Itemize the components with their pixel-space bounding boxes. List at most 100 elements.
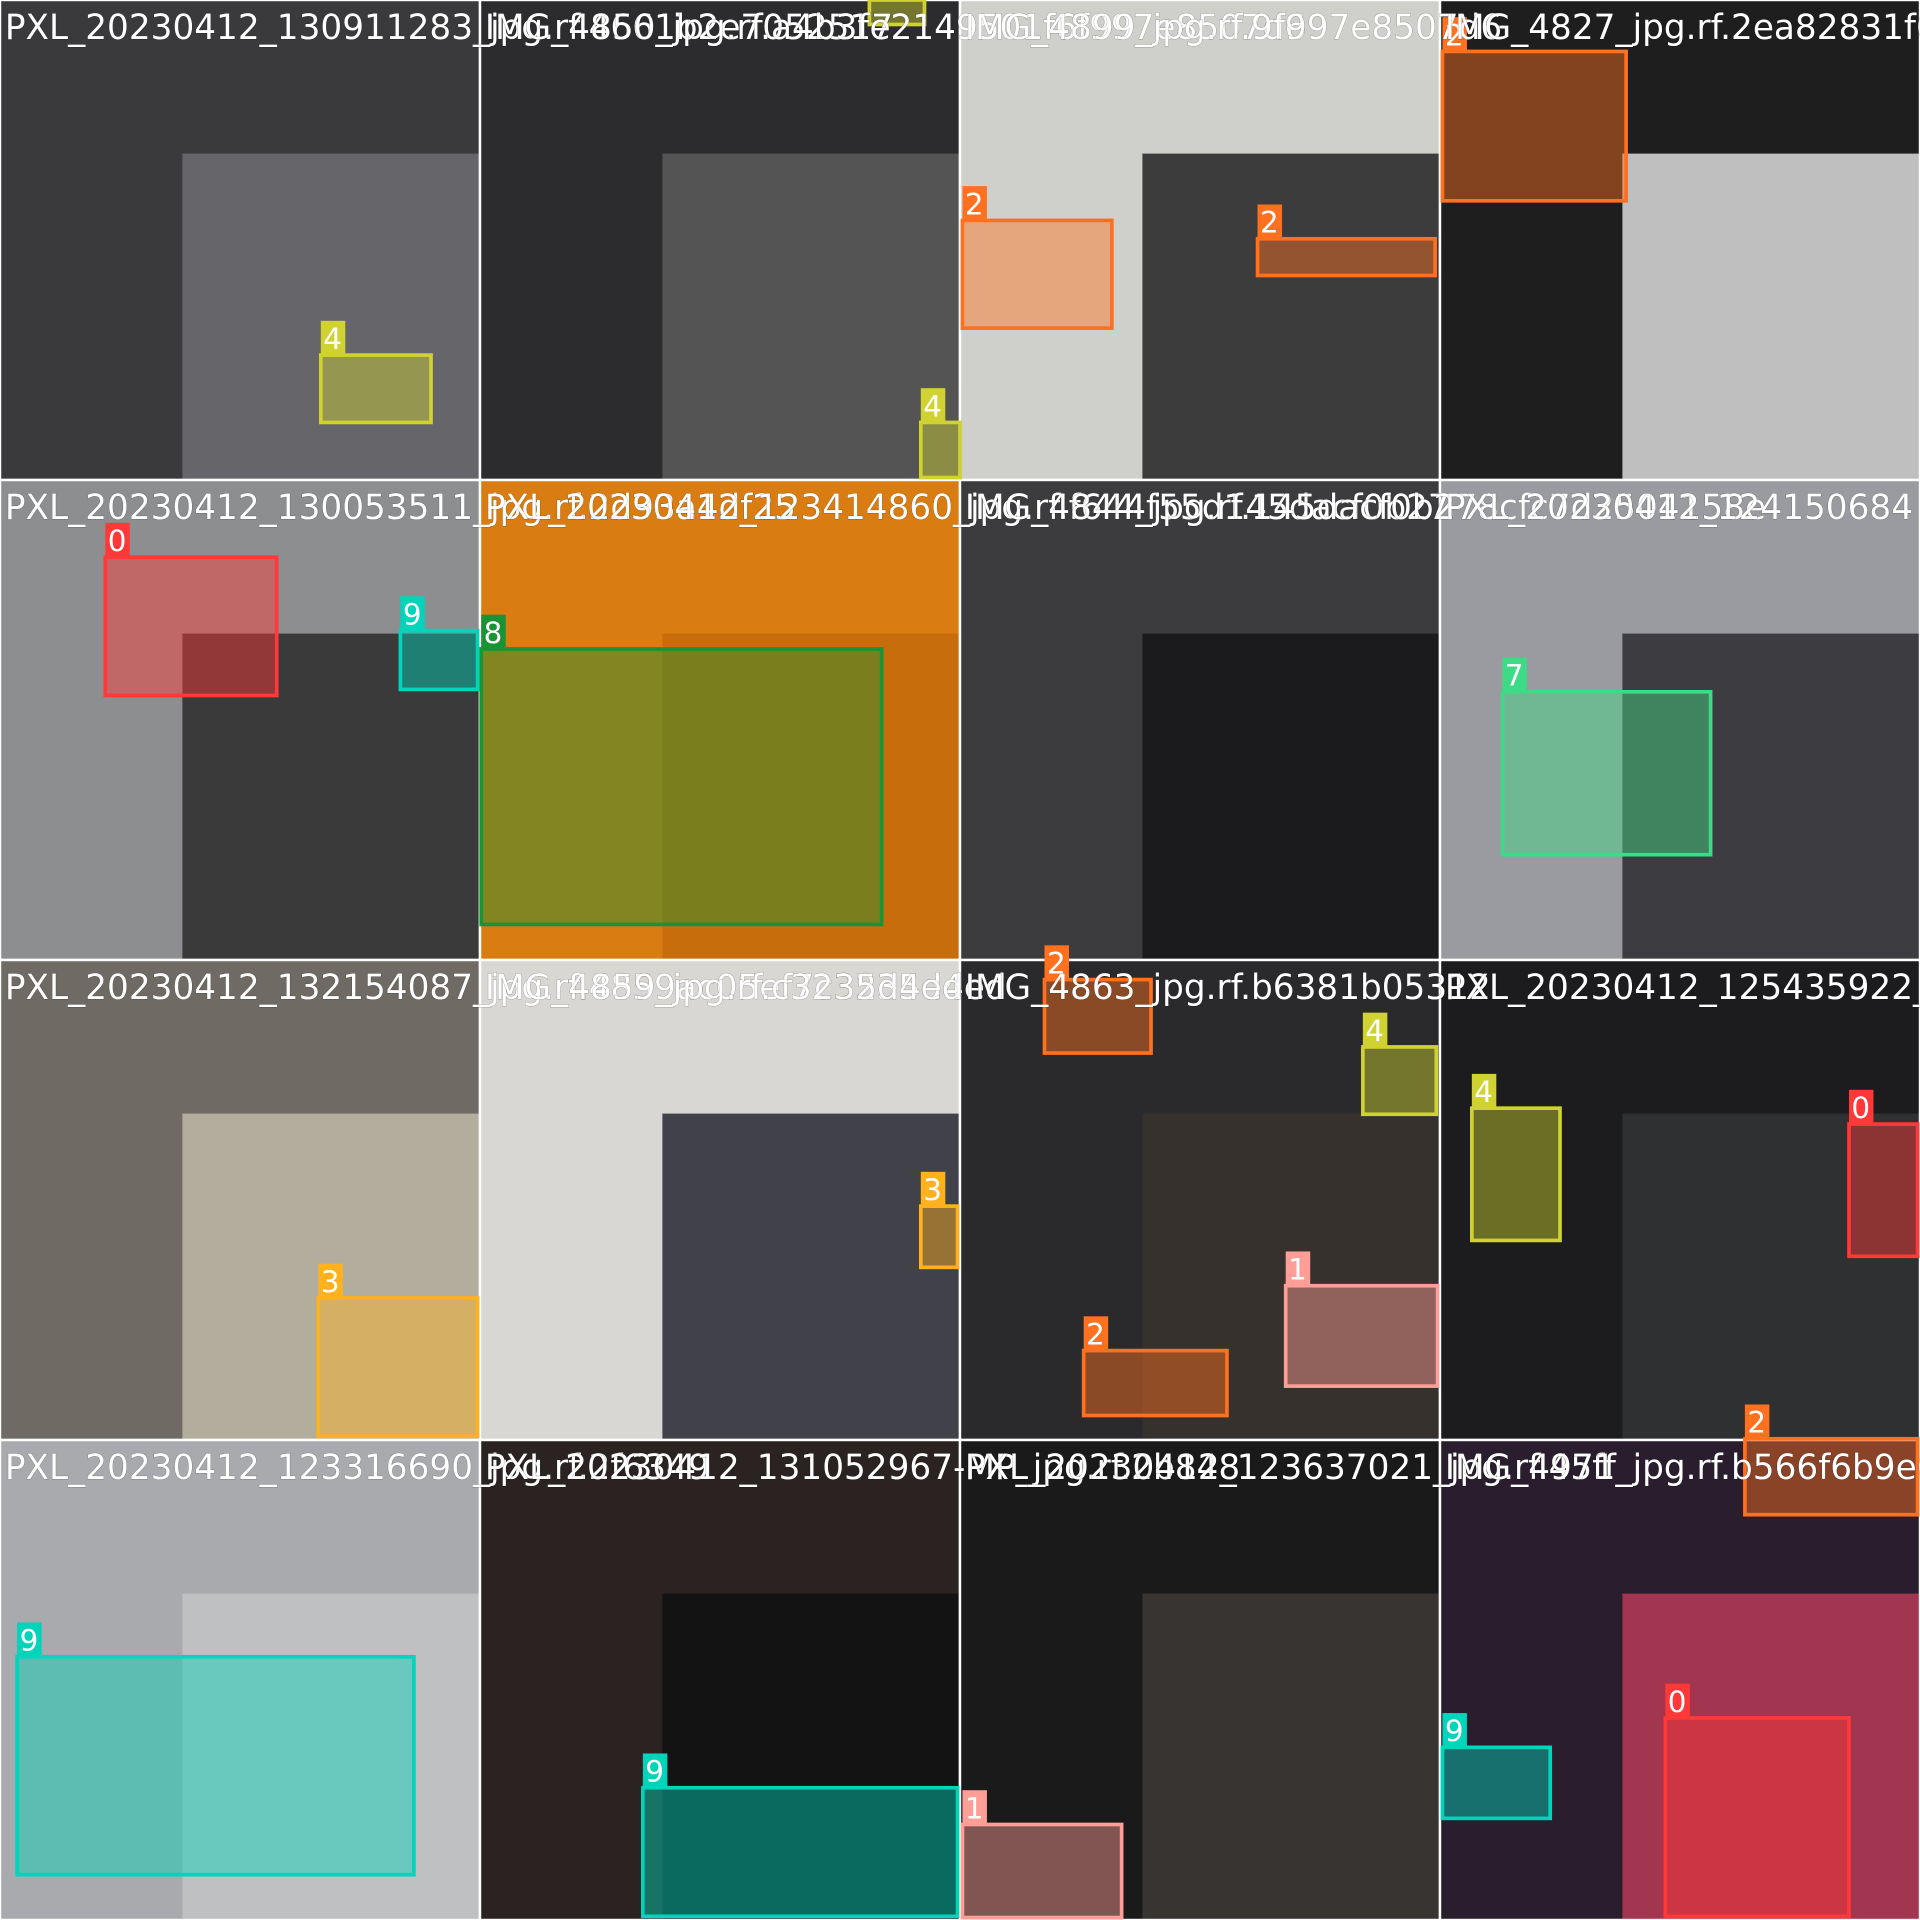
class-tag [1848, 1089, 1874, 1125]
filename: IMG_4859_jpg.rf.c3235d4ed [485, 968, 964, 1008]
bounding-box [1042, 977, 1153, 1055]
bounding-box [641, 1785, 960, 1919]
tile-image-part [1622, 153, 1920, 480]
tile-image-part [662, 1113, 960, 1440]
class-tag [1285, 1251, 1311, 1286]
class-label: 2 [1086, 1317, 1105, 1351]
class-tag [1257, 204, 1283, 239]
filename: PXL_20230412_131052967-MP_jpg.rf.2b848 [485, 1448, 1240, 1488]
class-label: 1 [1288, 1253, 1307, 1287]
filename: PXL_20230412_130911283_jpg.rf.4661b2e705… [5, 8, 893, 48]
class-tag [1665, 1683, 1690, 1718]
tile-image-part [662, 633, 960, 960]
class-tag [318, 1263, 343, 1298]
filename: IMG_4827_jpg.rf.2ea82831f093d90ddfb [1445, 8, 1920, 48]
tile-image-part [662, 1593, 960, 1920]
filename: PXL_20230412_123414860_jpg.rf.f644f55d14… [485, 488, 1450, 528]
class-tag [962, 186, 987, 221]
tile-image-part [1622, 1113, 1920, 1440]
class-tag [320, 320, 346, 356]
bounding-box [1440, 49, 1628, 203]
bounding-box [960, 218, 1114, 330]
filename: IMG_4844_jpg.rf.145dacf0b278cfc7d2504158… [965, 488, 1766, 528]
class-label: 2 [1747, 1406, 1766, 1440]
class-tag [962, 1790, 987, 1825]
bounding-box [1847, 1122, 1920, 1259]
filename: IMG_4850_jpg.rf.a4b3fe2149501f6f997e8507… [485, 8, 1306, 48]
class-tag [1442, 1713, 1467, 1748]
class-tag [400, 596, 425, 631]
class-tag [1502, 657, 1527, 692]
class-label: 3 [321, 1265, 340, 1299]
class-label: 4 [923, 389, 942, 423]
class-tag [481, 614, 506, 649]
class-tag [1044, 945, 1069, 980]
bounding-box [867, 0, 927, 27]
filename: PXL_20230412_130053511_jpg.rf.2d93a4df25 [5, 488, 796, 528]
class-tag [105, 522, 130, 558]
tile-image-part [1622, 633, 1920, 960]
bounding-box [918, 1204, 960, 1270]
bounding-box [1361, 1045, 1439, 1117]
class-label: 9 [1445, 1714, 1464, 1748]
class-tag [920, 388, 946, 423]
tile-image-part [1142, 153, 1440, 480]
class-label: 4 [1365, 1014, 1384, 1048]
bounding-box [479, 647, 884, 927]
class-label: 2 [1260, 206, 1279, 240]
tile-image-part [1142, 633, 1440, 960]
bounding-box [1440, 1745, 1553, 1821]
class-label: 4 [323, 322, 342, 356]
bounding-box [1470, 1106, 1562, 1243]
filename: PXL_20230412_125435922_jpg.rf.a9 [1445, 968, 1920, 1008]
bounding-box [1500, 690, 1713, 857]
bounding-box [15, 1654, 416, 1877]
class-tag [920, 1171, 946, 1207]
tile-image-part [662, 153, 960, 480]
tile-image-part [1142, 1593, 1440, 1920]
class-label: 2 [1047, 946, 1066, 980]
bounding-box [918, 420, 962, 480]
class-label: 2 [965, 187, 984, 221]
bounding-box [398, 628, 480, 692]
class-label: 4 [1474, 1075, 1493, 1109]
filename: IMG_4863_jpg.rf.b6381b05312 [965, 968, 1491, 1008]
bounding-box [1743, 1436, 1920, 1517]
class-label: 0 [1668, 1685, 1687, 1719]
bounding-box [103, 555, 279, 698]
class-tag [1471, 1073, 1497, 1109]
tile-image-part [182, 1593, 480, 1920]
class-tag [642, 1753, 668, 1788]
tile-border [1438, 1438, 1920, 1920]
class-tag [1083, 1316, 1109, 1351]
filename: PXL_20230412_123637021_jpg.rf.45ff [965, 1448, 1617, 1488]
class-tag [1362, 1012, 1388, 1047]
class-label: 7 [1505, 659, 1524, 693]
class-label: 3 [923, 1173, 942, 1207]
class-label: 0 [1851, 1091, 1870, 1125]
class-tag [1744, 1404, 1770, 1439]
class-label: 4 [872, 0, 891, 1]
filename: PXL_20230412_123316690_jpg.rf.2f6349 [5, 1448, 710, 1488]
class-label: 9 [645, 1755, 664, 1789]
filename: IMG_4899_jpg.rf.9f997e8507d6 [965, 8, 1502, 48]
bounding-box [316, 1296, 480, 1439]
bounding-box [1663, 1716, 1851, 1919]
class-label: 9 [403, 597, 422, 631]
class-tag [17, 1622, 42, 1657]
class-label: 9 [20, 1624, 39, 1658]
tile-image-part [1622, 1593, 1920, 1920]
filename: PXL_20230412_124150684 [1445, 488, 1913, 528]
bounding-box [1255, 236, 1437, 278]
class-label: 1 [965, 1791, 984, 1825]
class-label: 8 [484, 616, 503, 650]
filename: PXL_20230412_132154087_jpg.rf.4859ac05ef… [5, 968, 1007, 1008]
class-label: 2 [1445, 18, 1464, 52]
bounding-box [960, 1822, 1124, 1920]
tile-image-part [182, 153, 480, 480]
filename: IMG_4971_jpg.rf.b566f6b9e0765 [1445, 1448, 1920, 1488]
bounding-box [318, 353, 433, 425]
bounding-box [1283, 1283, 1440, 1388]
bounding-box [1081, 1348, 1229, 1418]
